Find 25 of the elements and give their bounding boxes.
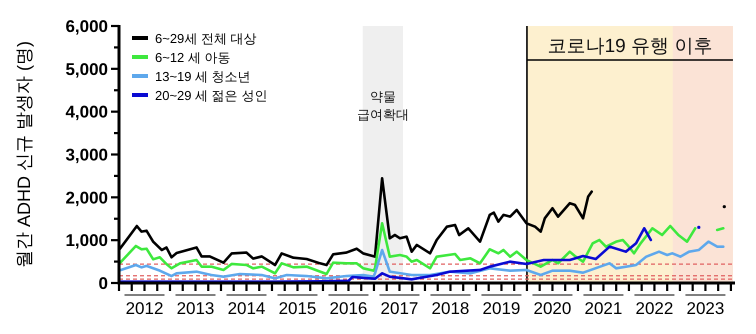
y-axis-title: 월간 ADHD 신규 발생자 (명) — [14, 41, 34, 268]
y-tick-label: 4,000 — [65, 102, 108, 122]
x-tick-label: 2016 — [330, 299, 368, 318]
x-tick-label: 2014 — [228, 299, 266, 318]
x-tick-label: 2022 — [636, 299, 674, 318]
legend-label: 13~19 세 청소년 — [155, 69, 251, 84]
x-tick-label: 2018 — [432, 299, 470, 318]
legend-label: 20~29 세 젊은 성인 — [155, 88, 268, 103]
y-tick-label: 2,000 — [65, 188, 108, 208]
x-tick-label: 2019 — [482, 299, 520, 318]
y-tick-label: 5,000 — [65, 60, 108, 79]
legend-label: 6~29세 전체 대상 — [155, 31, 257, 46]
x-tick-label: 2012 — [126, 299, 164, 318]
x-tick-label: 2021 — [584, 299, 622, 318]
y-tick-label: 0 — [98, 274, 108, 293]
x-tick-label: 2013 — [176, 299, 214, 318]
x-tick-label: 2023 — [686, 299, 724, 318]
y-tick-label: 6,000 — [65, 17, 108, 36]
band-label: 코로나19 유행 이후 — [548, 36, 712, 57]
y-tick-label: 3,000 — [65, 146, 108, 164]
x-tick-label: 2017 — [380, 299, 418, 318]
legend-label: 6~12 세 아동 — [155, 50, 231, 65]
y-tick-label: 1,000 — [65, 231, 108, 250]
x-tick-label: 2020 — [534, 299, 572, 318]
x-tick-label: 2015 — [278, 299, 316, 318]
